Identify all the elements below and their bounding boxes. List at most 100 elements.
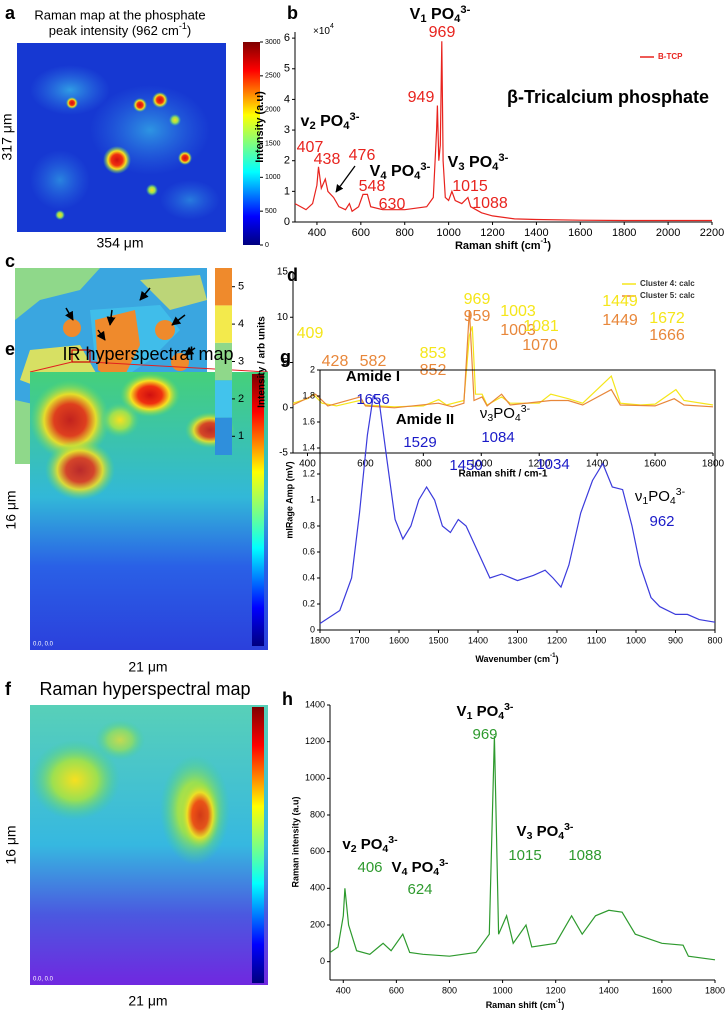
y-tick-label: 0 xyxy=(320,956,325,966)
x-tick-label: 800 xyxy=(396,227,414,239)
peak-annotation: β-Tricalcium phosphate xyxy=(507,87,709,107)
colorbar-tick-label: 3000 xyxy=(265,39,281,46)
text-part: PO xyxy=(493,405,515,422)
peak-annotation: 1449 xyxy=(602,312,638,329)
text-part: 3- xyxy=(460,4,470,16)
peak-annotation: 1529 xyxy=(403,434,436,451)
text-part: 1 xyxy=(467,710,473,722)
origin-label: 0.0, 0.0 xyxy=(33,642,54,648)
y-tick-label: 0 xyxy=(284,216,290,228)
x-tick-label: 400 xyxy=(299,459,316,470)
x-tick-label: 900 xyxy=(668,635,683,645)
y-tick-label: 1.6 xyxy=(302,416,315,426)
peak-arrow xyxy=(335,165,356,193)
text-part: ) xyxy=(187,23,191,38)
text-part: 3 xyxy=(458,161,464,173)
colorbar xyxy=(243,42,260,245)
text-part: V xyxy=(457,703,467,720)
panel-letter: e xyxy=(5,339,15,359)
text-part: 3 xyxy=(487,412,493,424)
y-axis-label: 317 μm xyxy=(0,114,15,161)
text-part: v xyxy=(301,113,310,130)
y-tick-label: 600 xyxy=(310,846,325,856)
text-part: 3- xyxy=(498,152,508,164)
text-part: 4 xyxy=(558,830,564,842)
text-part: 4 xyxy=(330,23,334,30)
peak-annotation: V1 PO43- xyxy=(457,701,514,722)
panel-letter: b xyxy=(287,3,298,23)
peak-annotation: 428 xyxy=(322,353,349,370)
x-tick-label: 1600 xyxy=(652,985,672,995)
zoom-lines xyxy=(29,361,269,373)
y-tick-label: 0.6 xyxy=(302,546,315,556)
x-axis-label: 354 μm xyxy=(97,235,144,251)
legend-label: Cluster 5: calc xyxy=(640,291,695,300)
x-tick-label: 1600 xyxy=(568,227,592,239)
x-tick-label: 1400 xyxy=(599,985,619,995)
peak-annotation: ν1PO43- xyxy=(635,486,686,507)
text-part: 1 xyxy=(642,495,648,507)
text-part: V xyxy=(448,154,459,171)
text-part: 4 xyxy=(515,412,521,424)
peak-annotation: 1672 xyxy=(649,310,685,327)
text-part: PO xyxy=(407,859,433,876)
x-tick-label: 1200 xyxy=(528,459,551,470)
text-part: 1 xyxy=(420,13,426,25)
colorbar-segment xyxy=(215,305,232,343)
y-tick-label: 2 xyxy=(310,364,315,374)
text-part: 4 xyxy=(414,170,421,182)
peak-annotation: 1088 xyxy=(472,195,508,212)
spectrum-line xyxy=(294,41,712,222)
x-tick-label: 1600 xyxy=(389,635,409,645)
y-axis-label: 16 μm xyxy=(3,825,19,864)
peak-annotation: ν3PO43- xyxy=(480,403,531,424)
y-tick-label: 0.2 xyxy=(302,598,315,608)
text-part: 2 xyxy=(309,120,315,132)
x-tick-label: 1100 xyxy=(587,635,606,645)
peak-annotation: 969 xyxy=(429,24,456,41)
peak-annotation: Amide II xyxy=(396,411,454,428)
peak-annotation: 852 xyxy=(420,362,447,379)
y-tick-label: 1200 xyxy=(305,736,325,746)
y-tick-label: 1 xyxy=(310,494,315,504)
peak-annotation: 949 xyxy=(408,89,435,106)
text-part: ) xyxy=(547,240,551,252)
text-part: 3- xyxy=(420,161,430,173)
x-tick-label: 400 xyxy=(336,985,351,995)
x-axis-label: Raman shift (cm-1) xyxy=(486,998,565,1011)
peak-annotation: 1656 xyxy=(356,391,389,408)
x-tick-label: 1700 xyxy=(349,635,369,645)
text-part: ) xyxy=(561,1000,564,1010)
peak-annotation: 969 xyxy=(472,726,497,743)
text-part: 3- xyxy=(388,834,398,846)
y-tick-label: 5 xyxy=(282,357,288,368)
x-tick-label: 800 xyxy=(415,459,432,470)
text-part: 4 xyxy=(382,843,388,855)
peak-annotation: V3 PO43- xyxy=(448,152,509,173)
y-axis-label: 16 μm xyxy=(3,490,19,529)
peak-annotation: 548 xyxy=(359,178,386,195)
y-tick-label: 800 xyxy=(310,809,325,819)
text-part: V xyxy=(392,859,402,876)
text-part: PO xyxy=(648,488,670,505)
text-part: PO xyxy=(387,163,415,180)
spectrum-line xyxy=(319,394,716,625)
y-tick-label: -5 xyxy=(279,448,288,459)
x-tick-label: 1000 xyxy=(626,635,646,645)
text-part: PO xyxy=(357,836,383,853)
colorbar-tick-label: 4 xyxy=(238,318,244,330)
y-tick-label: 5 xyxy=(284,63,290,75)
y-tick-label: 400 xyxy=(310,883,325,893)
text-part: 3- xyxy=(504,701,514,713)
y-tick-label: 0.4 xyxy=(302,572,315,582)
colorbar-segment xyxy=(215,380,232,418)
peak-annotation: V4 PO43- xyxy=(392,857,449,878)
colorbar-tick-label: 3 xyxy=(238,355,244,367)
text-part: 4 xyxy=(492,161,499,173)
text-part: 3- xyxy=(676,486,686,498)
x-tick-label: 1800 xyxy=(702,459,725,470)
x-tick-label: 1000 xyxy=(493,985,513,995)
y-tick-label: 6 xyxy=(284,32,290,44)
text-part: PO xyxy=(316,113,344,130)
